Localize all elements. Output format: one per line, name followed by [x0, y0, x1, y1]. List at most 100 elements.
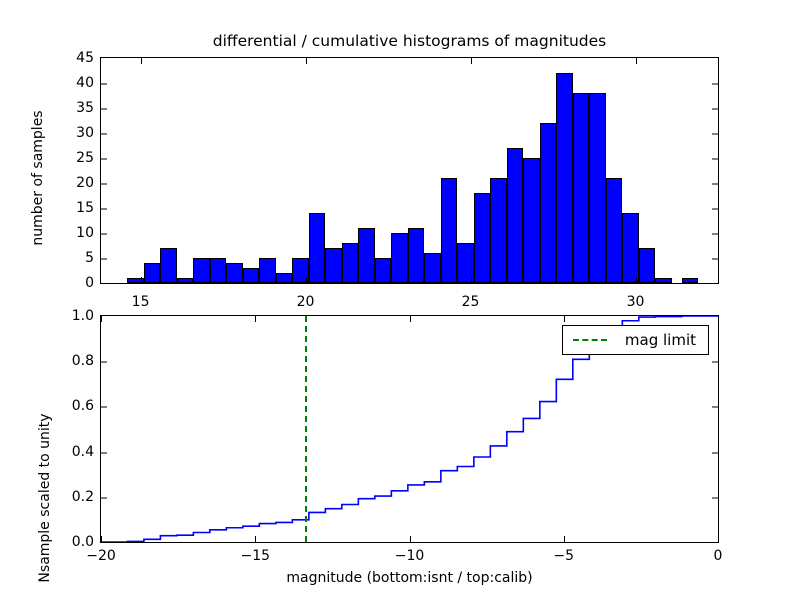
bottom-ytick-mark [101, 452, 107, 454]
histogram-bar [655, 278, 672, 283]
top-xtick-mark [470, 277, 472, 283]
top-xtick-label: 15 [131, 294, 150, 310]
top-ytick-mark [101, 183, 107, 185]
histogram-bar [176, 278, 194, 283]
top-xtick-mark [305, 277, 307, 283]
histogram-bar [523, 158, 540, 283]
figure-title: differential / cumulative histograms of … [212, 32, 607, 50]
top-ytick-mark [101, 258, 107, 260]
bottom-ytick-label: 1.0 [71, 308, 94, 324]
top-ytick-mark [101, 233, 107, 235]
top-xtick-mark [470, 58, 472, 64]
bottom-ytick-mark [101, 361, 107, 363]
top-ytick-label: 20 [76, 175, 94, 191]
top-ytick-mark [712, 208, 718, 210]
top-axis-ytick-labels: 0 5 10 15 20 25 30 35 40 45 [40, 50, 100, 291]
histogram-bar [638, 248, 656, 283]
histogram-bar [539, 123, 557, 283]
histogram-bar [292, 258, 309, 283]
cumulative-histogram-axes: mag limit [100, 315, 719, 543]
top-xtick-mark [305, 58, 307, 64]
histogram-bar [358, 228, 375, 283]
top-ytick-label: 25 [76, 150, 94, 166]
histogram-bar [490, 178, 507, 283]
top-ytick-label: 45 [76, 50, 94, 66]
bottom-xtick-label: −10 [394, 548, 425, 564]
bottom-axis-ylabel-wrap: Nsample scaled to unity [0, 315, 100, 582]
top-plot-area [101, 58, 718, 283]
mag-limit-legend-swatch [572, 339, 607, 341]
top-ytick-label: 40 [76, 75, 94, 91]
bottom-xtick-label: −15 [240, 548, 271, 564]
top-axis-ylabel: number of samples [30, 110, 46, 246]
legend[interactable]: mag limit [561, 325, 709, 355]
histogram-bar [605, 178, 623, 283]
bottom-xtick-mark [718, 536, 719, 542]
bottom-xtick-label: −5 [553, 548, 575, 564]
histogram-bar [407, 228, 425, 283]
histogram-bar [259, 258, 276, 283]
top-xtick-label: 30 [626, 294, 645, 310]
histogram-bar [572, 93, 590, 283]
top-ytick-label: 15 [76, 200, 94, 216]
top-ytick-mark [101, 158, 107, 160]
bottom-ytick-label: 0.6 [71, 398, 94, 415]
histogram-bar [391, 233, 408, 283]
histogram-bar [374, 258, 392, 283]
histogram-bar [226, 263, 243, 283]
differential-histogram-axes [100, 57, 719, 284]
matplotlib-figure: differential / cumulative histograms of … [0, 0, 723, 586]
bottom-xtick-mark [409, 536, 411, 542]
top-ytick-label: 10 [76, 225, 94, 241]
bottom-ytick-mark [712, 406, 718, 408]
bottom-ytick-mark [712, 452, 718, 454]
bottom-axis-xlabel: magnitude (bottom:isnt / top:calib) [286, 570, 533, 586]
histogram-bar [275, 273, 293, 283]
histogram-bar [473, 193, 491, 283]
top-ytick-mark [101, 83, 107, 85]
top-xtick-mark [140, 58, 142, 64]
top-xtick-mark [140, 277, 142, 283]
top-ytick-label: 0 [85, 275, 94, 291]
bottom-ytick-mark [712, 361, 718, 363]
histogram-bar [589, 93, 606, 283]
histogram-bar [160, 248, 177, 283]
bottom-xtick-mark [101, 316, 102, 322]
histogram-bar [127, 278, 144, 283]
histogram-bar [556, 73, 573, 283]
histogram-bar [242, 268, 260, 283]
top-ytick-mark [101, 133, 107, 135]
bottom-ytick-mark [101, 497, 107, 499]
top-xtick-label: 20 [296, 294, 315, 310]
top-axis-ylabel-wrap: number of samples [0, 0, 100, 340]
histogram-bar [424, 253, 441, 283]
bottom-ytick-label: 0.8 [71, 353, 94, 370]
histogram-bar [506, 148, 524, 283]
bottom-axis-ylabel: Nsample scaled to unity [37, 413, 53, 583]
mag-limit-line [304, 316, 307, 542]
top-ytick-label: 5 [85, 250, 94, 266]
top-ytick-label: 35 [76, 100, 94, 116]
top-xtick-label: 25 [461, 294, 480, 310]
histogram-bar [308, 213, 326, 283]
top-ytick-label: 30 [76, 125, 94, 141]
top-ytick-mark [712, 233, 718, 235]
bottom-xtick-mark [409, 316, 411, 322]
histogram-bar [681, 278, 699, 283]
bottom-xtick-label: −20 [86, 548, 116, 564]
histogram-bar [209, 258, 227, 283]
histogram-bar [341, 243, 359, 283]
top-ytick-mark [712, 83, 718, 85]
bottom-xtick-mark [101, 536, 102, 542]
top-ytick-mark [712, 158, 718, 160]
top-xtick-mark [635, 58, 637, 64]
bottom-xtick-mark [255, 536, 257, 542]
top-ytick-mark [101, 208, 107, 210]
top-ytick-mark [712, 183, 718, 185]
bottom-ytick-mark [101, 406, 107, 408]
histogram-bar [440, 178, 458, 283]
histogram-bar [622, 213, 639, 283]
bottom-xtick-mark [718, 316, 719, 322]
histogram-bar [325, 248, 342, 283]
bottom-xtick-mark [563, 536, 565, 542]
